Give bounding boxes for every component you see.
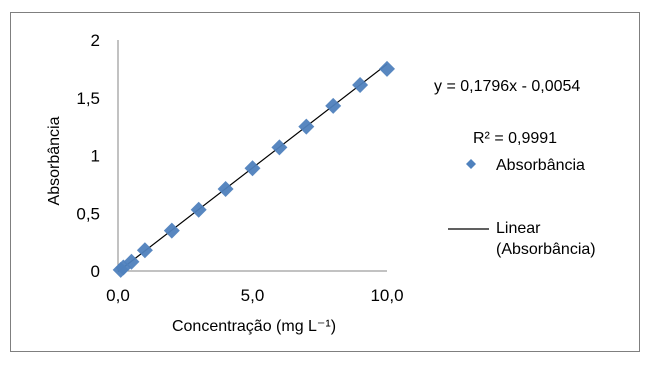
chart-frame: 0 0,5 1 1,5 2 0,0 5,0 10,0 Absorbância Concentr… — [10, 12, 640, 352]
y-tick-label: 1 — [91, 147, 100, 166]
data-point — [271, 139, 288, 156]
data-point — [379, 60, 395, 77]
x-tick-label: 10,0 — [370, 286, 403, 305]
legend-line-label-1: Linear — [496, 220, 541, 237]
y-tick-label: 0,5 — [76, 204, 100, 223]
data-point — [352, 77, 369, 94]
data-point — [244, 160, 261, 177]
legend: Absorbância Linear (Absorbância) — [448, 157, 596, 258]
legend-scatter-label: Absorbância — [496, 157, 585, 174]
y-tick-label: 1,5 — [76, 89, 100, 108]
legend-line-label-2: (Absorbância) — [496, 241, 596, 258]
calibration-chart: 0 0,5 1 1,5 2 0,0 5,0 10,0 Absorbância Concentr… — [46, 31, 596, 335]
x-tick-label: 5,0 — [241, 286, 265, 305]
r-squared-label: R² = 0,9991 — [473, 130, 557, 147]
y-tick-label: 0 — [91, 262, 100, 281]
data-point — [217, 180, 234, 197]
data-point — [136, 242, 153, 259]
legend-scatter-marker — [466, 159, 476, 169]
data-point — [325, 97, 342, 114]
data-point — [190, 201, 207, 218]
x-tick-label: 0,0 — [106, 286, 130, 305]
markers — [112, 60, 395, 278]
trendline-equation: y = 0,1796x - 0,0054 — [434, 78, 580, 95]
x-axis-title: Concentração (mg L⁻¹) — [172, 318, 336, 335]
ticks: 0 0,5 1 1,5 2 0,0 5,0 10,0 — [76, 31, 403, 305]
axes — [117, 40, 387, 272]
data-point — [163, 222, 180, 239]
y-tick-label: 2 — [91, 31, 100, 50]
y-axis-title: Absorbância — [46, 116, 63, 205]
data-point — [115, 259, 132, 276]
data-point — [123, 253, 140, 270]
data-point — [298, 118, 315, 135]
